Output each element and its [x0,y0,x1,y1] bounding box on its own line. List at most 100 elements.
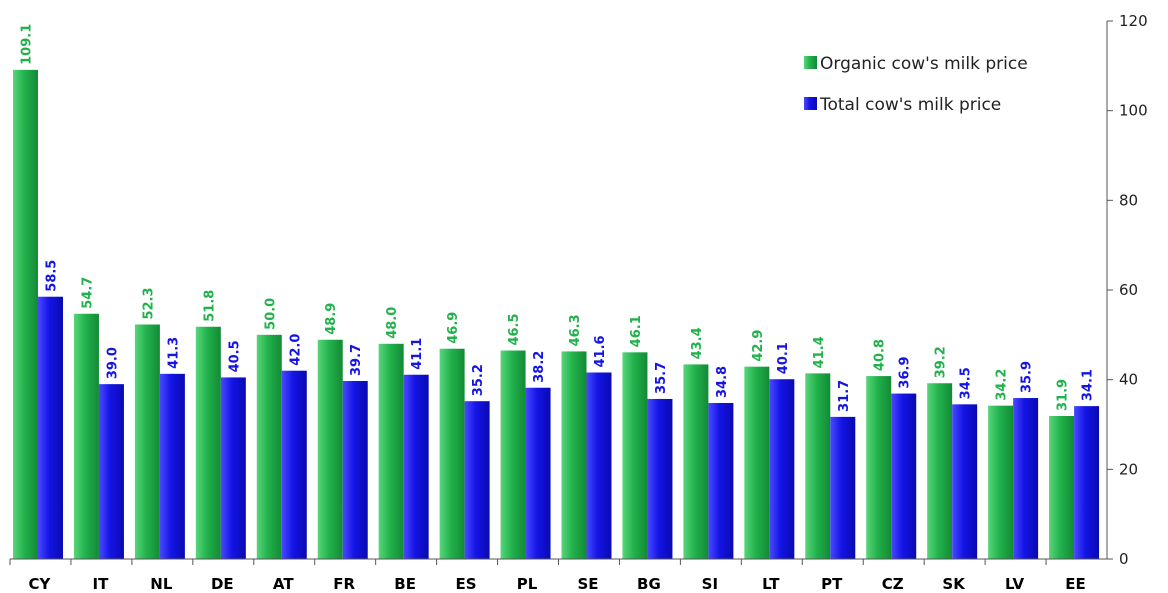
data-label-organic-be: 48.0 [385,307,400,339]
legend-label-total: Total cow's milk price [819,95,1001,115]
y-tick-label-0: 0 [1119,550,1129,568]
category-label-si: SI [702,575,718,593]
bar-organic-de [195,326,221,559]
bar-organic-it [73,313,99,559]
category-labels-group: CY IT NL DE AT FR BE ES PL SE BG SI LT PT CZ SK LV EE [9,559,1086,593]
data-label-total-de: 40.5 [227,340,242,372]
data-label-organic-bg: 46.1 [629,315,644,347]
bar-total-at [281,370,307,559]
legend-swatch-organic [804,56,817,69]
data-label-organic-es: 46.9 [446,312,461,344]
data-label-total-lv: 35.9 [1020,361,1035,393]
category-label-lt: LT [762,575,780,593]
bar-organic-be [378,343,404,559]
bar-total-se [586,372,612,559]
data-label-total-be: 41.1 [410,338,425,370]
bar-total-nl [159,373,185,559]
category-label-bg: BG [637,575,661,593]
y-ticks-group: 0 20 40 60 80 100 120 [1107,12,1148,568]
data-label-total-cy: 58.5 [45,260,60,292]
data-label-total-lt: 40.1 [776,342,791,374]
bar-total-fr [342,381,368,559]
category-label-lv: LV [1005,575,1024,593]
category-label-sk: SK [942,575,966,593]
data-label-organic-it: 54.7 [80,277,95,309]
bar-organic-nl [134,324,160,559]
category-label-es: ES [456,575,477,593]
data-label-total-si: 34.8 [715,366,730,398]
category-label-be: BE [394,575,416,593]
category-label-cy: CY [29,575,52,593]
data-label-organic-fr: 48.9 [324,303,339,335]
data-label-organic-si: 43.4 [690,327,705,359]
data-label-organic-pl: 46.5 [507,313,522,345]
bar-organic-lv [988,405,1014,559]
data-label-organic-at: 50.0 [263,298,278,330]
bar-total-be [403,374,429,559]
data-label-organic-pt: 41.4 [812,336,827,368]
bar-total-lv [1013,398,1039,559]
category-label-it: IT [93,575,110,593]
category-label-pl: PL [517,575,538,593]
data-label-total-ee: 34.1 [1081,369,1096,401]
data-label-organic-ee: 31.9 [1056,379,1071,411]
bar-total-es [464,401,490,559]
bar-organic-pt [805,373,831,559]
legend-swatch-total [804,97,817,110]
bar-total-bg [647,398,673,559]
y-tick-label-80: 80 [1119,191,1138,209]
bars-group [13,69,1100,559]
y-tick-label-60: 60 [1119,281,1138,299]
bar-organic-bg [622,352,648,559]
data-label-total-sk: 34.5 [959,367,974,399]
data-label-total-it: 39.0 [105,347,120,379]
data-label-total-pl: 38.2 [532,351,547,383]
bar-total-cy [38,296,63,559]
category-label-fr: FR [333,575,355,593]
category-label-pt: PT [821,575,843,593]
bar-organic-sk [927,383,953,559]
bar-organic-at [256,334,282,559]
data-label-total-bg: 35.7 [654,362,669,394]
data-label-organic-cz: 40.8 [873,339,888,371]
data-label-organic-de: 51.8 [202,290,217,322]
bar-organic-cz [866,376,892,559]
data-label-total-cz: 36.9 [898,356,913,388]
category-label-cz: CZ [882,575,904,593]
data-label-total-fr: 39.7 [349,344,364,376]
y-tick-label-40: 40 [1119,371,1138,389]
data-label-total-nl: 41.3 [166,337,181,369]
y-tick-label-120: 120 [1119,12,1148,30]
bar-organic-pl [500,350,526,559]
bar-total-cz [891,393,917,559]
bar-total-sk [952,404,978,559]
data-label-total-se: 41.6 [593,335,608,367]
bar-organic-es [439,348,465,559]
y-tick-label-20: 20 [1119,460,1138,478]
bar-organic-cy [13,69,38,559]
data-label-organic-lt: 42.9 [751,330,766,362]
category-label-nl: NL [150,575,173,593]
data-label-organic-cy: 109.1 [20,24,35,65]
category-label-at: AT [273,575,294,593]
data-labels-group: 109.1 58.5 54.7 39.0 52.3 41.3 51.8 40.5 50.0 42.… [20,24,1096,412]
data-label-total-pt: 31.7 [837,380,852,412]
y-tick-label-100: 100 [1119,102,1148,120]
category-label-se: SE [577,575,598,593]
bar-total-si [708,402,734,559]
data-label-total-at: 42.0 [288,334,303,366]
bar-organic-fr [317,339,343,559]
bar-organic-se [561,351,587,559]
legend: Organic cow's milk price Total cow's mil… [804,54,1028,115]
bar-total-lt [769,379,795,559]
data-label-total-es: 35.2 [471,364,486,396]
category-label-de: DE [211,575,234,593]
legend-label-organic: Organic cow's milk price [820,54,1028,74]
category-label-ee: EE [1065,575,1086,593]
bar-organic-si [683,364,709,559]
bar-total-pl [525,387,551,559]
bar-organic-ee [1049,415,1075,559]
bar-organic-lt [744,366,770,559]
data-label-organic-se: 46.3 [568,314,583,346]
bar-total-it [98,384,124,559]
